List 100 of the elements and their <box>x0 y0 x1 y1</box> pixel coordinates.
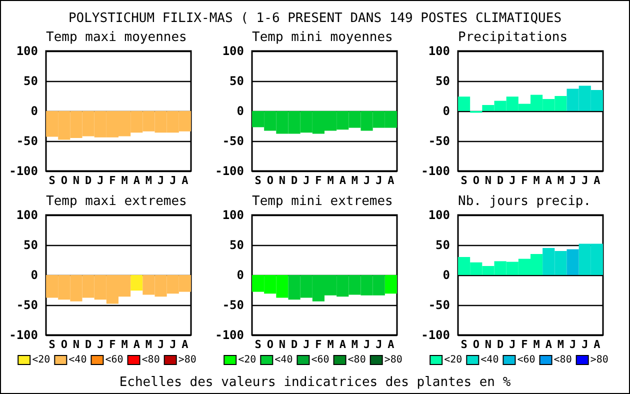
bar <box>566 249 579 275</box>
x-tick-label: A <box>339 174 346 187</box>
y-tick-label: 100 <box>428 208 450 222</box>
x-tick-label: S <box>254 174 262 187</box>
legend-label: >80 <box>384 354 402 366</box>
x-tick-label: D <box>84 338 92 351</box>
x-tick-label: S <box>48 174 56 187</box>
x-tick-label: J <box>97 174 104 187</box>
legend-label: <20 <box>444 354 462 366</box>
y-tick-label: 50 <box>230 74 244 88</box>
x-tick-label: S <box>460 174 468 187</box>
x-tick-label: M <box>145 174 152 187</box>
x-tick-label: M <box>145 338 152 351</box>
x-tick-label: M <box>351 174 358 187</box>
chart-title: Temp mini extremes <box>252 194 393 209</box>
x-tick-label: A <box>545 338 552 351</box>
y-tick-label: -100 <box>215 328 244 342</box>
legend-label: <80 <box>348 354 366 366</box>
y-tick-label: 100 <box>16 44 38 58</box>
chart-title: Temp maxi moyennes <box>46 30 187 45</box>
legend-label: >80 <box>178 354 196 366</box>
bar <box>458 96 470 111</box>
x-tick-label: D <box>84 174 92 187</box>
x-tick-label: J <box>569 174 576 187</box>
chart-title: Nb. jours precip. <box>458 194 592 209</box>
y-tick-label: 100 <box>16 208 38 222</box>
text: POLYSTICHUM FILIX-MAS ( 1-6 PRESENT DANS 149 POSTES CLIMATIQUES <box>67 11 563 26</box>
x-tick-label: J <box>376 338 382 351</box>
x-tick-label: M <box>121 174 128 187</box>
legend-label: <80 <box>554 354 572 366</box>
x-tick-label: D <box>290 174 298 187</box>
x-tick-label: A <box>594 338 601 351</box>
y-tick-label: 0 <box>30 268 38 282</box>
x-tick-label: M <box>557 174 564 187</box>
y-tick-label: 50 <box>24 238 38 252</box>
x-tick-label: A <box>388 174 395 187</box>
x-tick-label: N <box>484 338 492 351</box>
x-tick-label: N <box>278 338 286 351</box>
x-tick-label: J <box>157 338 164 351</box>
x-tick-label: M <box>121 338 128 351</box>
x-tick-label: A <box>133 174 140 187</box>
x-tick-label: M <box>533 338 540 351</box>
x-tick-label: J <box>376 174 382 187</box>
legend-label: <20 <box>238 354 256 366</box>
x-tick-label: J <box>569 338 576 351</box>
y-tick-label: 100 <box>428 44 450 58</box>
x-tick-label: M <box>327 174 334 187</box>
x-tick-label: J <box>303 174 310 187</box>
x-tick-label: N <box>278 174 286 187</box>
x-tick-label: A <box>339 338 346 351</box>
x-tick-label: J <box>363 174 370 187</box>
x-tick-label: O <box>472 338 480 351</box>
x-tick-label: N <box>72 174 80 187</box>
chart-title: Temp maxi extremes <box>46 194 187 209</box>
x-tick-label: F <box>521 338 528 351</box>
x-tick-label: A <box>594 174 601 187</box>
x-tick-label: J <box>303 338 310 351</box>
x-tick-label: O <box>60 174 68 187</box>
x-tick-label: J <box>582 338 588 351</box>
x-tick-label: N <box>72 338 80 351</box>
legend-label: <60 <box>517 354 536 366</box>
x-tick-label: O <box>266 174 274 187</box>
legend-label: <20 <box>32 354 50 366</box>
x-tick-label: J <box>170 338 176 351</box>
legend-label: <80 <box>142 354 160 366</box>
chart-title: Precipitations <box>458 30 568 45</box>
y-tick-label: -100 <box>421 328 450 342</box>
y-tick-label: 50 <box>436 74 450 88</box>
x-tick-label: J <box>170 174 176 187</box>
y-tick-label: 50 <box>24 74 38 88</box>
x-tick-label: J <box>157 174 164 187</box>
y-tick-label: -50 <box>428 298 450 312</box>
x-tick-label: O <box>472 174 480 187</box>
legend-label: <40 <box>274 354 293 366</box>
x-tick-label: M <box>327 338 334 351</box>
x-tick-label: O <box>60 338 68 351</box>
y-tick-label: 50 <box>436 238 450 252</box>
y-tick-label: 100 <box>222 208 244 222</box>
x-tick-label: D <box>496 338 504 351</box>
y-tick-label: -50 <box>428 134 450 148</box>
x-tick-label: S <box>48 338 56 351</box>
y-tick-label: 0 <box>236 104 244 118</box>
legend-label: <40 <box>480 354 499 366</box>
legend-label: <60 <box>105 354 124 366</box>
chart-title: Temp mini moyennes <box>252 30 393 45</box>
y-tick-label: -100 <box>9 164 38 178</box>
x-tick-label: A <box>388 338 395 351</box>
x-tick-label: N <box>484 174 492 187</box>
x-tick-label: O <box>266 338 274 351</box>
y-tick-label: 100 <box>222 44 244 58</box>
legend-label: <60 <box>311 354 330 366</box>
x-tick-label: F <box>521 174 528 187</box>
x-tick-label: F <box>315 174 322 187</box>
text: Echelles des valeurs indicatrices des plantes en % <box>118 375 512 390</box>
x-tick-label: M <box>557 338 564 351</box>
y-tick-label: -50 <box>222 134 244 148</box>
x-tick-label: S <box>460 338 468 351</box>
y-tick-label: 0 <box>236 268 244 282</box>
y-tick-label: 0 <box>442 104 450 118</box>
y-tick-label: -50 <box>16 134 38 148</box>
